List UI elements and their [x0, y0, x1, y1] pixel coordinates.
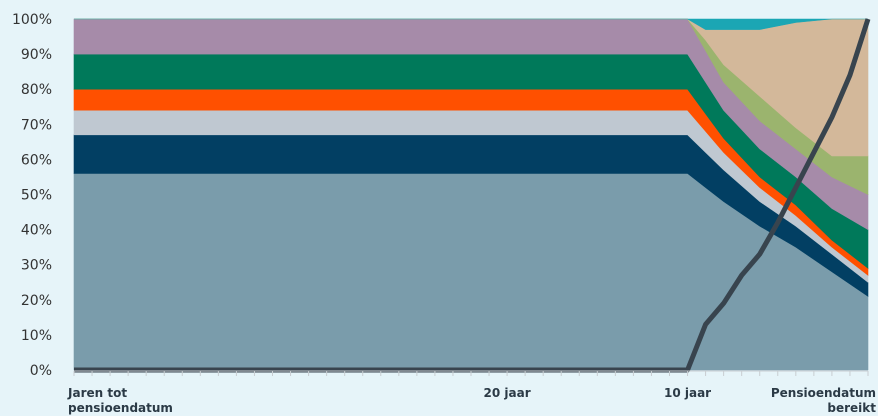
x-tick-label: 20 jaar — [484, 386, 531, 400]
area-series-9 — [74, 18, 868, 30]
y-tick-label: 10% — [21, 328, 52, 344]
y-tick-label: 70% — [21, 117, 52, 133]
y-tick-label: 0% — [30, 363, 52, 379]
y-tick-label: 50% — [21, 188, 52, 204]
y-tick-label: 100% — [12, 12, 52, 28]
y-tick-label: 20% — [21, 293, 52, 309]
line-series — [74, 18, 871, 373]
x-tick-label: Pensioendatum — [771, 386, 876, 400]
x-tick-label: bereikt — [827, 401, 876, 415]
y-tick-label: 40% — [21, 223, 52, 239]
y-tick-label: 80% — [21, 82, 52, 98]
x-tick-label: Jaren tot — [67, 386, 127, 400]
x-tick-label: pensioendatum — [68, 401, 173, 415]
y-tick-label: 30% — [21, 258, 52, 274]
y-tick-label: 90% — [21, 47, 52, 63]
y-tick-label: 60% — [21, 152, 52, 168]
x-tick-label: 10 jaar — [664, 386, 711, 400]
